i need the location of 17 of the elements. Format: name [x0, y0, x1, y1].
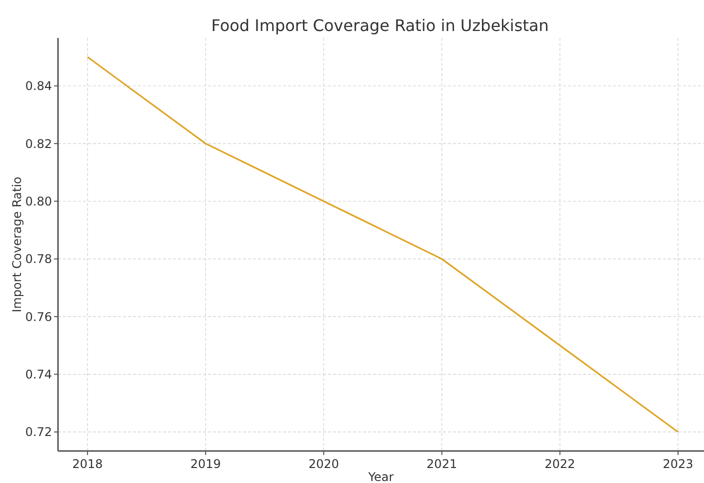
y-axis-title: Import Coverage Ratio [10, 176, 24, 312]
y-tick-label: 0.76 [25, 310, 52, 324]
x-tick-label: 2023 [662, 457, 694, 471]
x-tick-label: 2019 [190, 457, 221, 471]
x-axis-title: Year [367, 470, 394, 483]
y-tick-label: 0.82 [25, 136, 52, 151]
x-tick-label: 2020 [308, 457, 339, 471]
y-tick-label: 0.80 [25, 194, 52, 208]
x-tick-label: 2018 [72, 457, 103, 471]
line-series [86, 56, 679, 433]
x-tick-label: 2022 [544, 457, 576, 471]
y-tick-label: 0.78 [25, 252, 52, 266]
chart-title: Food Import Coverage Ratio in Uzbekistan [211, 16, 549, 35]
x-tick-label: 2021 [426, 457, 458, 471]
y-tick-label: 0.74 [25, 367, 52, 382]
y-tick-label: 0.72 [25, 425, 52, 440]
y-tick-label: 0.84 [25, 79, 52, 94]
